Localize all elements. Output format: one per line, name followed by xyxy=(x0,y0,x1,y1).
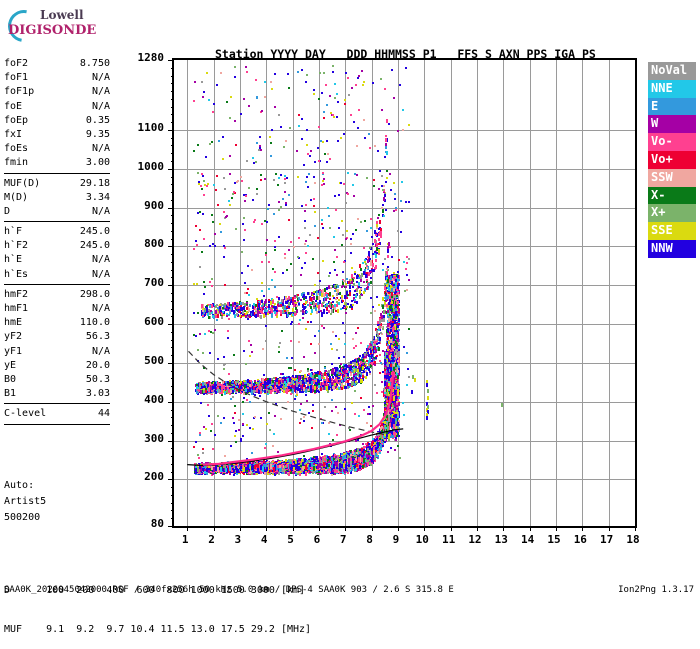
param-row: hmE 110.0 xyxy=(4,316,110,330)
param-key: B0 xyxy=(4,373,16,387)
param-value: 245.0 xyxy=(80,239,110,253)
param-row: h`F2 245.0 xyxy=(4,239,110,253)
ionogram-canvas xyxy=(174,60,635,526)
param-key: D xyxy=(4,205,10,219)
param-key: yE xyxy=(4,359,16,373)
param-key: yF1 xyxy=(4,345,22,359)
param-value: N/A xyxy=(92,345,110,359)
param-row: D N/A xyxy=(4,205,110,219)
param-key: B1 xyxy=(4,387,16,401)
autoscaling-info: Auto: Artist5 500200 xyxy=(4,478,46,526)
param-row: MUF(D) 29.18 xyxy=(4,177,110,191)
param-value: 29.18 xyxy=(80,177,110,191)
param-key: fxI xyxy=(4,128,22,142)
param-key: foF1 xyxy=(4,71,28,85)
param-key: hmF2 xyxy=(4,288,28,302)
ionogram-plot[interactable] xyxy=(172,58,637,528)
param-value: 56.3 xyxy=(86,330,110,344)
param-row: h`F 245.0 xyxy=(4,225,110,239)
param-value: N/A xyxy=(92,85,110,99)
auto-program: Artist5 xyxy=(4,494,46,510)
param-value: N/A xyxy=(92,253,110,267)
param-row: B1 3.03 xyxy=(4,387,110,401)
param-key: h`Es xyxy=(4,268,28,282)
param-key: h`E xyxy=(4,253,22,267)
param-row: foEs N/A xyxy=(4,142,110,156)
param-key: h`F xyxy=(4,225,22,239)
param-row: C-level 44 xyxy=(4,407,110,421)
param-row: foF2 8.750 xyxy=(4,57,110,71)
param-row: foF1p N/A xyxy=(4,85,110,99)
auto-label: Auto: xyxy=(4,478,46,494)
param-value: N/A xyxy=(92,71,110,85)
param-key: yF2 xyxy=(4,330,22,344)
param-value: 3.00 xyxy=(86,156,110,170)
param-group-divider xyxy=(4,424,110,425)
param-key: M(D) xyxy=(4,191,28,205)
param-value: 0.35 xyxy=(86,114,110,128)
param-value: N/A xyxy=(92,100,110,114)
param-group-divider xyxy=(4,221,110,222)
param-row: M(D) 3.34 xyxy=(4,191,110,205)
param-value: 298.0 xyxy=(80,288,110,302)
param-key: hmF1 xyxy=(4,302,28,316)
param-key: foF1p xyxy=(4,85,34,99)
param-value: N/A xyxy=(92,142,110,156)
param-row: fxI 9.35 xyxy=(4,128,110,142)
param-row: h`Es N/A xyxy=(4,268,110,282)
param-group-divider xyxy=(4,284,110,285)
param-row: yF2 56.3 xyxy=(4,330,110,344)
param-value: 50.3 xyxy=(86,373,110,387)
param-row: yF1 N/A xyxy=(4,345,110,359)
param-group-divider xyxy=(4,173,110,174)
param-value: 3.34 xyxy=(86,191,110,205)
param-key: C-level xyxy=(4,407,46,421)
param-value: N/A xyxy=(92,205,110,219)
logo-lowell-text: Lowell xyxy=(40,8,84,22)
logo-digisonde-text: DIGISONDE xyxy=(8,23,96,38)
param-key: foF2 xyxy=(4,57,28,71)
param-group-divider xyxy=(4,403,110,404)
param-value: N/A xyxy=(92,302,110,316)
param-value: 20.0 xyxy=(86,359,110,373)
param-key: MUF(D) xyxy=(4,177,40,191)
param-key: foE xyxy=(4,100,22,114)
param-row: h`E N/A xyxy=(4,253,110,267)
param-value: N/A xyxy=(92,268,110,282)
param-row: B0 50.3 xyxy=(4,373,110,387)
param-value: 9.35 xyxy=(86,128,110,142)
param-key: foEp xyxy=(4,114,28,128)
param-row: fmin 3.00 xyxy=(4,156,110,170)
param-row: hmF1 N/A xyxy=(4,302,110,316)
param-value: 245.0 xyxy=(80,225,110,239)
param-row: foE N/A xyxy=(4,100,110,114)
param-value: 3.03 xyxy=(86,387,110,401)
param-key: fmin xyxy=(4,156,28,170)
param-key: hmE xyxy=(4,316,22,330)
param-value: 110.0 xyxy=(80,316,110,330)
lowell-digisonde-logo: Lowell DIGISONDE xyxy=(6,6,116,40)
param-key: foEs xyxy=(4,142,28,156)
param-row: hmF2 298.0 xyxy=(4,288,110,302)
param-value: 44 xyxy=(98,407,110,421)
param-value: 8.750 xyxy=(80,57,110,71)
auto-code: 500200 xyxy=(4,510,46,526)
param-row: yE 20.0 xyxy=(4,359,110,373)
param-key: h`F2 xyxy=(4,239,28,253)
param-row: foEp 0.35 xyxy=(4,114,110,128)
param-row: foF1 N/A xyxy=(4,71,110,85)
